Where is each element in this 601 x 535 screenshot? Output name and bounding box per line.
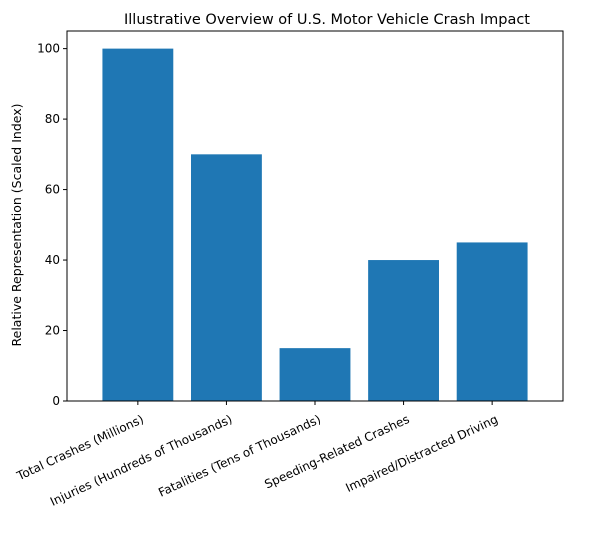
bars xyxy=(102,48,528,402)
bar-3 xyxy=(368,260,439,401)
x-tick-label-2: Fatalities (Tens of Thousands) xyxy=(156,412,323,500)
plot-frame xyxy=(66,30,564,402)
x-tick-label-4: Impaired/Distracted Driving xyxy=(343,412,500,495)
y-tick-label-4: 80 xyxy=(45,112,60,126)
y-tick-label-0: 0 xyxy=(52,394,60,408)
bar-1 xyxy=(191,154,262,401)
y-axis-ticks: 0 20 40 60 80 100 xyxy=(37,42,67,408)
chart-title: Illustrative Overview of U.S. Motor Vehi… xyxy=(124,12,530,28)
y-tick-label-2: 40 xyxy=(45,253,60,267)
y-tick-label-1: 20 xyxy=(45,324,60,338)
x-axis-ticks: Total Crashes (Millions)Injuries (Hundre… xyxy=(14,401,500,509)
x-tick-label-3: Speeding-Related Crashes xyxy=(262,412,411,491)
bar-4 xyxy=(456,242,528,401)
y-tick-label-5: 100 xyxy=(37,42,60,56)
y-tick-label-3: 60 xyxy=(45,183,60,197)
y-axis-label: Relative Representation (Scaled Index) xyxy=(9,104,24,347)
bar-0 xyxy=(102,48,174,402)
bar-2 xyxy=(279,348,351,401)
